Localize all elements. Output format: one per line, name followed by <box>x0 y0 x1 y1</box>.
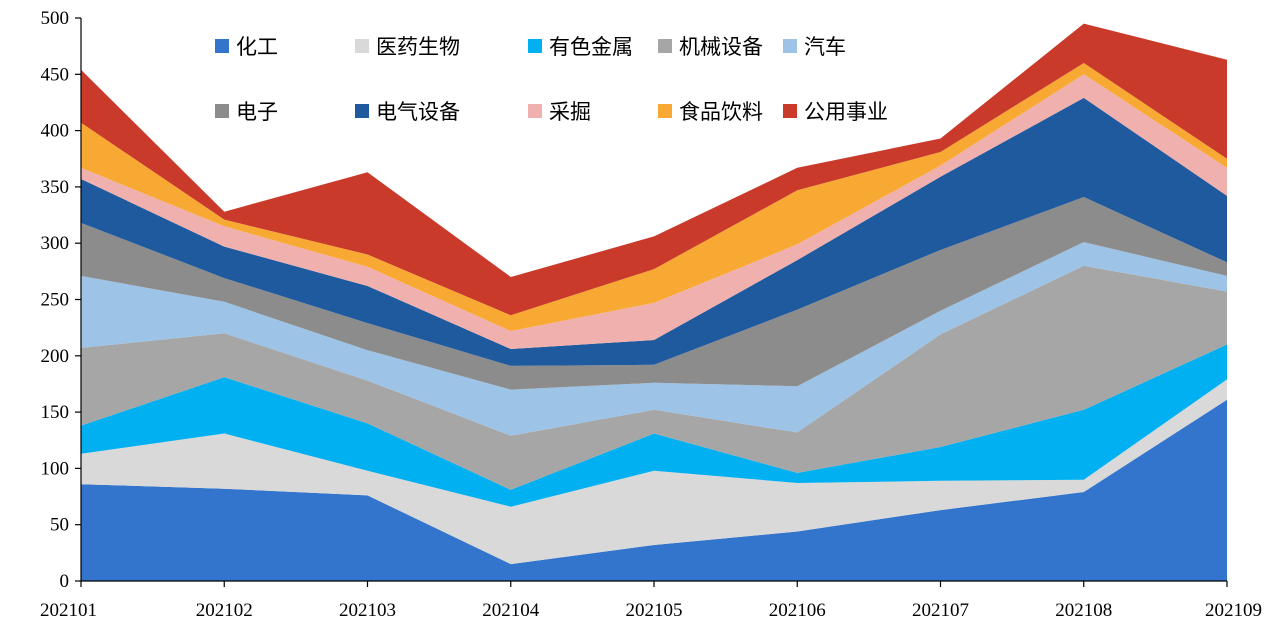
legend-swatch <box>528 39 542 53</box>
legend-label: 电子 <box>236 100 278 124</box>
y-tick-label: 350 <box>41 177 70 198</box>
legend-swatch <box>783 104 797 118</box>
areas-layer <box>81 23 1227 581</box>
area-series-1 <box>81 399 1227 581</box>
x-tick-label: 202103 <box>339 600 396 621</box>
legend-label: 机械设备 <box>679 35 763 59</box>
x-tick-label: 202106 <box>769 600 826 621</box>
legend-label: 采掘 <box>549 100 591 124</box>
legend-label: 化工 <box>236 35 278 59</box>
legend-swatch <box>215 39 229 53</box>
x-tick-label: 202104 <box>482 600 540 621</box>
axes-layer: 0 50 100 150 200 250 300 350 400 450 500 202101 2021… <box>40 8 1262 621</box>
legend-swatch <box>528 104 542 118</box>
area-series-3 <box>81 344 1227 507</box>
legend-label: 食品饮料 <box>679 100 763 124</box>
x-tick-label: 202107 <box>912 600 969 621</box>
x-tick-label: 202101 <box>40 600 97 621</box>
area-series-9 <box>81 63 1227 331</box>
legend-label: 有色金属 <box>549 35 633 59</box>
legend-label: 公用事业 <box>804 100 888 124</box>
y-tick-label: 100 <box>41 458 70 479</box>
legend-swatch <box>783 39 797 53</box>
y-tick-label: 500 <box>41 8 70 29</box>
y-tick-label: 300 <box>41 233 70 254</box>
x-tick-label: 202109 <box>1205 600 1262 621</box>
x-tick-label: 202108 <box>1055 600 1112 621</box>
y-tick-label: 150 <box>41 402 70 423</box>
area-series-5 <box>81 242 1227 436</box>
area-series-6 <box>81 197 1227 390</box>
legend-swatch <box>355 104 369 118</box>
legend-swatch <box>355 39 369 53</box>
y-tick-label: 0 <box>60 571 70 592</box>
x-tick-label: 202105 <box>626 600 683 621</box>
area-series-4 <box>81 265 1227 490</box>
area-series-7 <box>81 97 1227 366</box>
x-tick-label: 202102 <box>196 600 253 621</box>
legend-label: 医药生物 <box>376 35 460 59</box>
area-series-2 <box>81 379 1227 565</box>
y-tick-label: 250 <box>41 290 70 311</box>
y-tick-label: 400 <box>41 121 70 142</box>
area-series-10 <box>81 23 1227 316</box>
legend-swatch <box>215 104 229 118</box>
legend-swatch <box>658 39 672 53</box>
y-tick-label: 450 <box>41 64 70 85</box>
legend-label: 电气设备 <box>376 100 460 124</box>
area-series-8 <box>81 74 1227 350</box>
legend-label: 汽车 <box>804 35 846 59</box>
y-tick-label: 200 <box>41 346 70 367</box>
y-tick-label: 50 <box>50 515 69 536</box>
legend-swatch <box>658 104 672 118</box>
